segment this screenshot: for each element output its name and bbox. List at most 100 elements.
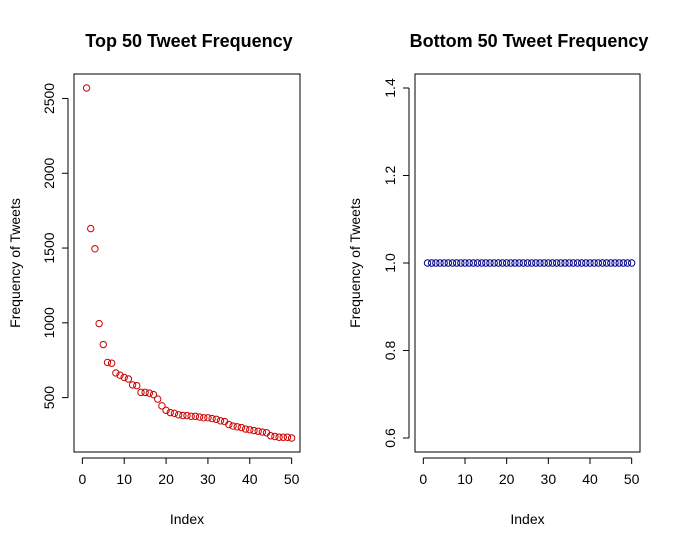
data-point: [145, 389, 154, 397]
x-axis-title: Index: [170, 511, 204, 527]
data-point: [233, 423, 241, 431]
data-point: [107, 359, 116, 367]
y-tick-label: 1000: [41, 307, 57, 338]
x-tick-label: 40: [582, 471, 598, 487]
chart-title: Bottom 50 Tweet Frequency: [410, 31, 649, 51]
data-point: [158, 402, 166, 410]
data-point: [536, 259, 544, 267]
data-point: [241, 425, 250, 433]
data-point: [582, 259, 590, 267]
data-point: [461, 259, 469, 267]
x-tick-label: 20: [499, 471, 515, 487]
data-point: [99, 340, 107, 349]
data-point: [423, 259, 432, 267]
data-point: [237, 423, 246, 432]
data-point: [154, 395, 162, 403]
data-point: [258, 428, 267, 436]
data-point: [179, 411, 187, 420]
data-point: [557, 259, 565, 267]
y-tick-label: 2000: [41, 157, 57, 188]
data-point: [594, 259, 603, 267]
data-point: [598, 259, 607, 267]
data-point: [103, 358, 112, 367]
data-point: [124, 375, 133, 383]
data-point: [507, 259, 515, 267]
plot-frame: [414, 73, 641, 453]
data-point: [548, 259, 557, 267]
x-tick-label: 50: [284, 471, 300, 487]
data-point: [444, 259, 453, 267]
data-point: [544, 259, 553, 267]
x-tick-label: 10: [457, 471, 473, 487]
y-axis-title: Frequency of Tweets: [347, 198, 363, 328]
data-point: [465, 259, 473, 267]
data-point: [283, 433, 292, 441]
panel-top-50: Top 50 Tweet Frequency 0 10 20 30 40 50 Index 50…: [7, 31, 301, 527]
data-point: [279, 433, 287, 441]
y-tick-label: 500: [41, 386, 57, 410]
data-point: [523, 259, 532, 267]
data-point: [427, 259, 436, 267]
y-tick-label: 1.0: [382, 253, 398, 273]
x-tick-label: 30: [200, 471, 216, 487]
panel-bottom-50: Bottom 50 Tweet Frequency 0 10 20 30 40 50 Inde…: [347, 31, 648, 527]
data-point: [128, 381, 137, 389]
data-point: [149, 390, 158, 399]
data-point: [436, 259, 444, 267]
data-point: [170, 409, 179, 418]
x-tick-label: 30: [541, 471, 557, 487]
data-point: [515, 259, 523, 267]
data-point: [254, 427, 262, 435]
data-point: [141, 388, 149, 397]
data-point: [187, 412, 195, 421]
chart-title: Top 50 Tweet Frequency: [85, 31, 292, 51]
data-point: [91, 245, 99, 253]
data-point: [532, 259, 540, 267]
data-point: [519, 259, 528, 267]
data-point: [250, 426, 258, 435]
x-tick-label: 20: [158, 471, 174, 487]
data-point: [225, 420, 233, 429]
data-point: [473, 259, 482, 267]
data-point: [137, 388, 145, 397]
x-tick-label: 50: [624, 471, 640, 487]
data-point: [494, 259, 503, 267]
data-point: [287, 434, 296, 442]
data-point: [440, 259, 448, 267]
data-point: [627, 259, 636, 267]
data-point: [590, 259, 598, 267]
data-point: [204, 414, 212, 422]
y-tick-label: 1.2: [382, 166, 398, 186]
data-point: [275, 433, 283, 441]
y-tick-label: 0.8: [382, 341, 398, 361]
y-tick-label: 0.6: [382, 428, 398, 448]
data-point: [586, 259, 594, 267]
data-point: [212, 415, 220, 424]
plot-frame: [73, 73, 301, 453]
data-point: [502, 259, 511, 267]
x-axis-title: Index: [510, 511, 544, 527]
data-point: [87, 224, 95, 233]
x-tick-label: 10: [116, 471, 132, 487]
x-tick-label: 40: [242, 471, 258, 487]
data-point: [498, 259, 507, 267]
data-point: [120, 373, 128, 382]
data-point: [432, 259, 440, 267]
data-point: [615, 259, 623, 267]
y-axis-title: Frequency of Tweets: [7, 198, 23, 328]
y-tick-label: 2500: [41, 83, 57, 114]
data-point: [611, 259, 619, 267]
data-point: [116, 371, 124, 379]
data-point: [511, 259, 519, 267]
data-point: [477, 259, 486, 267]
data-point: [112, 369, 120, 377]
data-point: [82, 84, 91, 92]
data-point: [573, 259, 582, 267]
data-point: [561, 259, 569, 267]
data-point: [216, 417, 225, 425]
x-tick-label: 0: [419, 471, 427, 487]
data-point: [482, 259, 490, 267]
data-point: [527, 259, 536, 267]
data-point: [469, 259, 478, 267]
